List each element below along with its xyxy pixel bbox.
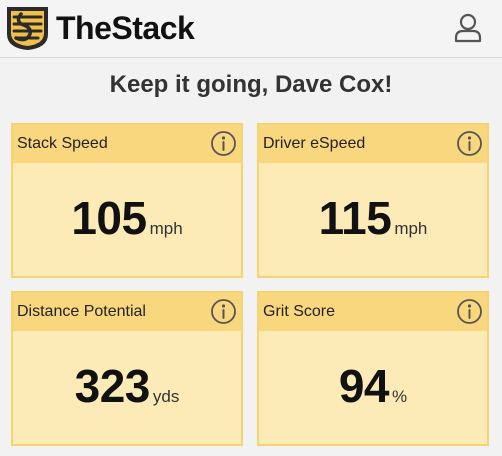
card-title: Driver eSpeed (263, 135, 366, 152)
card-header: Grit Score (259, 293, 487, 331)
info-icon[interactable] (456, 130, 483, 157)
card-title: Distance Potential (17, 303, 146, 320)
info-icon[interactable] (210, 298, 237, 325)
card-header: Driver eSpeed (259, 125, 487, 163)
metric-unit: yds (152, 387, 180, 406)
card-value: 115 mph (259, 191, 487, 245)
card-value: 323 yds (13, 359, 241, 413)
driver-espeed-card: Driver eSpeed 115 mph (257, 123, 489, 278)
card-value: 105 mph (13, 191, 241, 245)
card-header: Distance Potential (13, 293, 241, 331)
distance-potential-card: Distance Potential 323 yds (11, 291, 243, 446)
metric-unit: mph (149, 219, 183, 238)
card-title: Stack Speed (17, 135, 108, 152)
stack-speed-card: Stack Speed 105 mph (11, 123, 243, 278)
info-icon[interactable] (210, 130, 237, 157)
top-bar: TheStack (0, 0, 502, 58)
metric-number: 94 (338, 360, 390, 412)
grit-score-card: Grit Score 94% (257, 291, 489, 446)
metric-number: 323 (74, 360, 151, 412)
user-icon[interactable] (454, 13, 482, 43)
metric-unit: mph (394, 219, 428, 238)
card-title: Grit Score (263, 303, 336, 320)
card-header: Stack Speed (13, 125, 241, 163)
metric-number: 105 (71, 192, 147, 244)
app-brand-name: TheStack (56, 10, 195, 46)
card-value: 94% (259, 359, 487, 413)
greeting-heading: Keep it going, Dave Cox! (109, 71, 393, 98)
stack-logo-icon[interactable] (4, 4, 51, 52)
metric-number: 115 (318, 192, 392, 244)
info-icon[interactable] (456, 298, 483, 325)
metric-unit: % (392, 387, 408, 406)
